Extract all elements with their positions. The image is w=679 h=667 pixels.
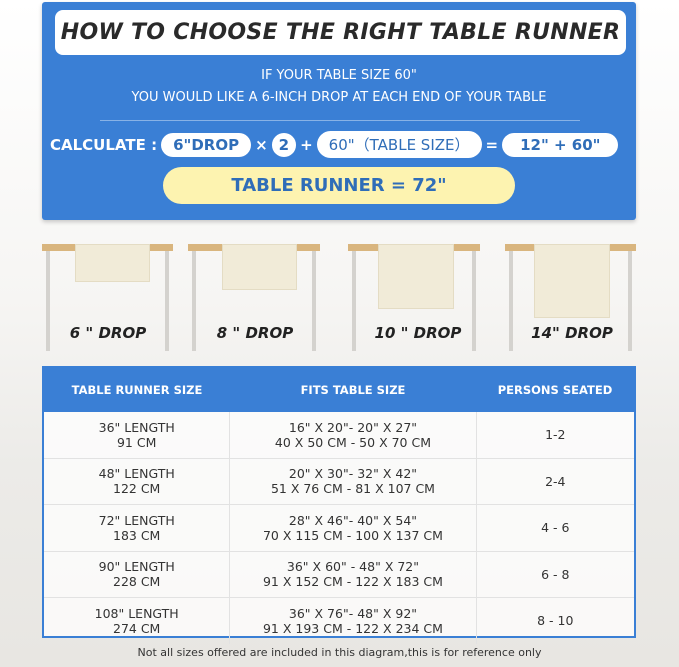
fit-cm: 91 X 152 CM - 122 X 183 CM	[262, 574, 443, 590]
calculation-row: CALCULATE : 6"DROP × 2 + 60"（TABLE SIZE）…	[50, 131, 619, 158]
table-row: 36" LENGTH 91 CM 16" X 20"- 20" X 27" 40 X…	[44, 412, 634, 458]
length-cm: 228 CM	[113, 574, 161, 590]
two-pill: 2	[271, 132, 297, 157]
fits-cell: 36" X 76"- 48" X 92" 91 X 193 CM - 122 X …	[229, 598, 477, 644]
header-runner-size: TABLE RUNNER SIZE	[71, 383, 203, 397]
length-cm: 122 CM	[113, 481, 161, 497]
result-pill: TABLE RUNNER = 72"	[163, 167, 515, 204]
table-row: 108" LENGTH 274 CM 36" X 76"- 48" X 92" 91…	[44, 597, 634, 644]
page-title: HOW TO CHOOSE THE RIGHT TABLE RUNNER	[55, 10, 626, 55]
length-in: 90" LENGTH	[98, 559, 175, 575]
table-leg	[192, 251, 196, 351]
fit-in: 36" X 60" - 48" X 72"	[286, 559, 420, 575]
example-line-2: YOU WOULD LIKE A 6-INCH DROP AT EACH END…	[131, 90, 547, 105]
fit-in: 28" X 46"- 40" X 54"	[288, 512, 418, 528]
table-leg	[312, 251, 316, 351]
plus-sign: +	[300, 135, 313, 154]
example-line-1: IF YOUR TABLE SIZE 60"	[261, 68, 417, 83]
footnote: Not all sizes offered are included in th…	[137, 646, 542, 659]
runner-14	[534, 244, 610, 318]
length-cm: 274 CM	[113, 620, 161, 636]
table-row: 48" LENGTH 122 CM 20" X 30"- 32" X 42" 51 …	[44, 457, 634, 504]
size-table: TABLE RUNNER SIZE FITS TABLE SIZE PERSON…	[42, 366, 636, 644]
equals-sign: =	[485, 135, 499, 154]
table-leg	[628, 251, 632, 351]
persons-cell: 2-4	[545, 473, 566, 489]
runner-6	[75, 244, 150, 282]
length-in: 48" LENGTH	[98, 466, 175, 482]
length-cm: 183 CM	[113, 527, 161, 543]
length-in: 108" LENGTH	[94, 605, 179, 621]
table-leg	[509, 251, 513, 351]
fit-in: 36" X 76"- 48" X 92"	[288, 605, 418, 621]
drop-pill: 6"DROP	[161, 132, 252, 157]
table-row: 72" LENGTH 183 CM 28" X 46"- 40" X 54" 70 …	[44, 504, 634, 551]
table-leg	[472, 251, 476, 351]
fits-cell: 28" X 46"- 40" X 54" 70 X 115 CM - 100 X …	[229, 505, 477, 551]
fit-in: 16" X 20"- 20" X 27"	[288, 419, 418, 435]
persons-cell: 8 - 10	[537, 613, 574, 629]
table-leg	[46, 251, 50, 351]
divider	[100, 120, 580, 121]
table-row: 90" LENGTH 228 CM 36" X 60" - 48" X 72" 91…	[44, 550, 634, 597]
table-leg	[352, 251, 356, 351]
header-persons: PERSONS SEATED	[497, 383, 613, 397]
runner-size-cell: 90" LENGTH 228 CM	[44, 559, 229, 589]
fits-cell: 20" X 30"- 32" X 42" 51 X 76 CM - 81 X 10…	[229, 458, 477, 504]
sum-pill: 12" + 60"	[502, 132, 619, 157]
runner-size-cell: 108" LENGTH 274 CM	[44, 606, 229, 636]
runner-10	[378, 244, 454, 309]
drop-label: 10 " DROP	[374, 324, 462, 342]
calculate-label: CALCULATE :	[50, 135, 158, 154]
drop-label: 6 " DROP	[69, 324, 147, 342]
persons-cell: 4 - 6	[541, 520, 570, 536]
fits-cell: 36" X 60" - 48" X 72" 91 X 152 CM - 122 X…	[229, 551, 477, 597]
length-cm: 91 CM	[116, 434, 157, 450]
runner-size-cell: 36" LENGTH 91 CM	[44, 420, 229, 450]
fit-cm: 70 X 115 CM - 100 X 137 CM	[262, 527, 443, 543]
runner-8	[222, 244, 297, 290]
table-size-pill: 60"（TABLE SIZE）	[316, 131, 482, 158]
header-fits-table: FITS TABLE SIZE	[300, 383, 406, 397]
length-in: 72" LENGTH	[98, 512, 175, 528]
table-header: TABLE RUNNER SIZE FITS TABLE SIZE PERSON…	[44, 368, 634, 412]
fits-cell: 16" X 20"- 20" X 27" 40 X 50 CM - 50 X 70…	[229, 412, 477, 458]
table-leg	[165, 251, 169, 351]
runner-size-cell: 48" LENGTH 122 CM	[44, 466, 229, 496]
fit-cm: 51 X 76 CM - 81 X 107 CM	[270, 481, 435, 497]
persons-cell: 1-2	[545, 427, 566, 443]
persons-cell: 6 - 8	[541, 566, 570, 582]
drop-label: 8 " DROP	[216, 324, 294, 342]
fit-cm: 40 X 50 CM - 50 X 70 CM	[274, 434, 431, 450]
fit-cm: 91 X 193 CM - 122 X 234 CM	[262, 620, 443, 636]
drop-label: 14" DROP	[531, 324, 613, 342]
fit-in: 20" X 30"- 32" X 42"	[288, 466, 418, 482]
length-in: 36" LENGTH	[98, 419, 175, 435]
times-sign: ×	[255, 135, 268, 154]
runner-size-cell: 72" LENGTH 183 CM	[44, 513, 229, 543]
